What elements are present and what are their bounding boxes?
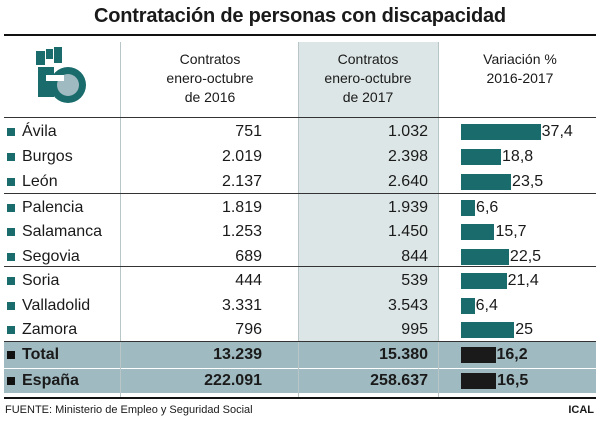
total-row-background [4, 342, 596, 368]
province-name: Burgos [22, 148, 73, 165]
row-bullet [7, 302, 15, 310]
contracts-2016: 1.253 [221, 223, 262, 240]
row-bullet [7, 377, 15, 385]
header-2017-line: enero-octubre [324, 70, 412, 86]
variation-label: 18,8 [502, 148, 534, 165]
contracts-2017: 844 [401, 248, 428, 265]
contracts-2016: 796 [235, 321, 262, 338]
variation-label: 6,4 [475, 297, 498, 314]
contracts-2016: 3.331 [221, 297, 262, 314]
contracts-2017: 1.032 [387, 123, 428, 140]
variation-label: 6,6 [476, 199, 499, 216]
province-name: Palencia [22, 199, 84, 216]
variation-label: 15,7 [495, 223, 527, 240]
contracts-2016: 13.239 [213, 346, 262, 363]
title-rule [4, 34, 596, 36]
header-2017: Contratos enero-octubre de 2017 [298, 50, 438, 107]
header-variation-line: 2016-2017 [486, 70, 554, 86]
row-bullet [7, 153, 15, 161]
province-name: Soria [22, 272, 60, 289]
col-2017-background [298, 42, 438, 342]
province-name: Segovia [22, 248, 80, 265]
province-name: Salamanca [22, 223, 103, 240]
variation-bar [461, 273, 507, 289]
chart-title: Contratación de personas con discapacida… [94, 5, 506, 27]
contracts-2017: 15.380 [379, 346, 428, 363]
province-name: Ávila [22, 123, 57, 140]
contracts-2017: 3.543 [387, 297, 428, 314]
column-divider [298, 42, 299, 398]
contracts-2016: 751 [235, 123, 262, 140]
contracts-2017: 995 [401, 321, 428, 338]
contracts-2016: 2.019 [221, 148, 262, 165]
contracts-2017: 1.939 [387, 199, 428, 216]
header-2016: Contratos enero-octubre de 2016 [145, 50, 275, 107]
header-2016-line: de 2016 [184, 89, 236, 105]
variation-label: 16,5 [497, 372, 529, 389]
contracts-2016: 444 [235, 272, 262, 289]
column-divider [438, 42, 439, 398]
column-divider [120, 42, 121, 398]
province-name: Valladolid [22, 297, 91, 314]
variation-bar [461, 174, 512, 190]
province-name: León [22, 173, 58, 190]
row-bullet [7, 277, 15, 285]
total-rule [4, 341, 596, 342]
row-bullet [7, 178, 15, 186]
row-bullet [7, 204, 15, 212]
province-name: Zamora [22, 321, 78, 338]
row-bullet [7, 128, 15, 136]
header-rule [4, 117, 596, 118]
variation-label: 37,4 [541, 123, 573, 140]
contracts-2016: 222.091 [204, 372, 262, 389]
variation-label: 16,2 [496, 346, 528, 363]
row-bullet [7, 228, 15, 236]
row-bullet [7, 326, 15, 334]
contracts-2016: 2.137 [221, 173, 262, 190]
variation-bar [461, 347, 496, 363]
row-bullet [7, 253, 15, 261]
source-note: FUENTE: Ministerio de Empleo y Seguridad… [5, 404, 253, 416]
variation-bar [461, 322, 515, 338]
contracts-2017: 2.398 [387, 148, 428, 165]
header-variation-line: Variación % [483, 51, 557, 67]
province-name: España [22, 372, 79, 389]
header-2017-line: Contratos [337, 51, 399, 67]
province-name: Total [22, 346, 60, 363]
contracts-2017: 1.450 [387, 223, 428, 240]
group-rule [4, 266, 596, 267]
variation-bar [461, 200, 476, 216]
header-2017-line: de 2017 [342, 89, 394, 105]
variation-bar [461, 249, 509, 265]
variation-label: 21,4 [507, 272, 539, 289]
variation-label: 22,5 [509, 248, 542, 265]
contracts-2017: 539 [401, 272, 428, 289]
contracts-2016: 689 [235, 248, 262, 265]
variation-bar [461, 224, 495, 240]
spain-row-background [4, 369, 596, 393]
header-variation: Variación % 2016-2017 [450, 50, 590, 88]
header-2016-line: Contratos [179, 51, 241, 67]
header-2016-line: enero-octubre [166, 70, 254, 86]
variation-bar [461, 298, 475, 314]
variation-bar [461, 373, 497, 389]
variation-bar [461, 124, 541, 140]
group-rule [4, 193, 596, 194]
contracts-2017: 2.640 [387, 173, 428, 190]
row-bullet [7, 351, 15, 359]
bottom-rule [4, 397, 596, 399]
variation-label: 23,5 [512, 173, 544, 190]
contracts-2017: 258.637 [370, 372, 428, 389]
accessibility-logo-icon [36, 47, 86, 103]
contracts-2016: 1.819 [221, 199, 262, 216]
variation-label: 25 [515, 321, 534, 338]
credit: ICAL [568, 404, 594, 416]
variation-bar [461, 149, 502, 165]
